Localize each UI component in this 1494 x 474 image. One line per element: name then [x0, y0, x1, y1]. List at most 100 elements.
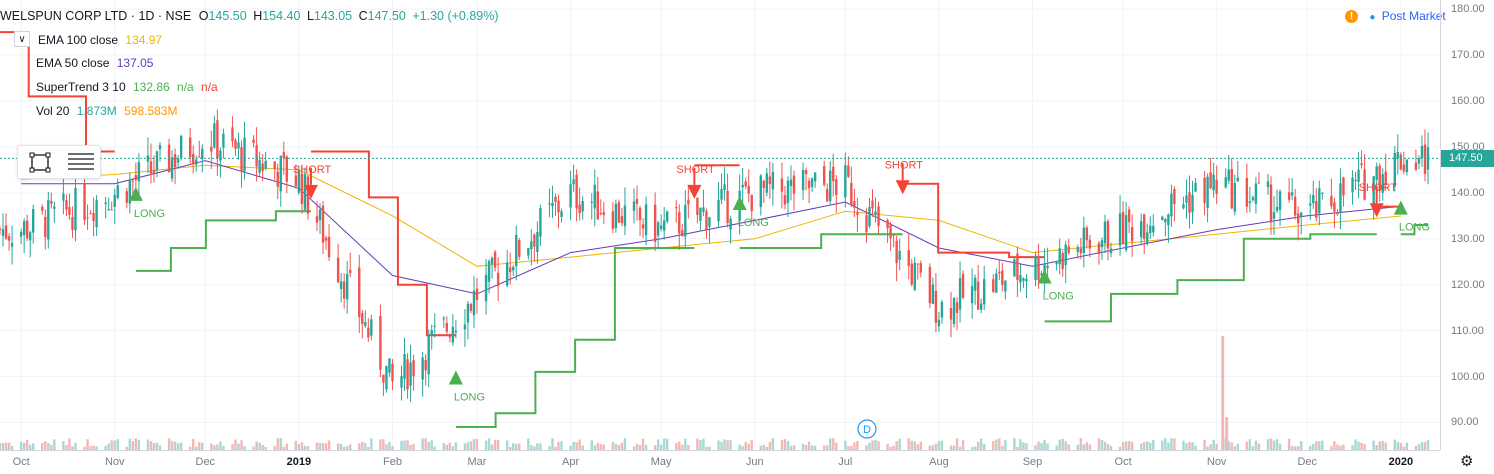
volume-bar	[71, 446, 74, 450]
candle-body	[448, 336, 452, 338]
volume-bar	[155, 442, 159, 450]
volume-bar	[940, 440, 944, 450]
volume-bar	[28, 444, 32, 450]
candle-body	[1061, 252, 1064, 269]
candle-body	[717, 200, 720, 222]
volume-bar	[1393, 439, 1396, 450]
indicator-supertrend[interactable]: SuperTrend 3 10 132.86 n/a n/a	[36, 80, 218, 94]
long-arrow-icon	[1393, 200, 1408, 215]
volume-bar	[765, 446, 769, 450]
time-tick: Jun	[745, 456, 764, 468]
volume-bar	[1296, 446, 1300, 450]
candle-body	[1209, 172, 1212, 189]
candle-body	[195, 159, 198, 165]
candle-body	[297, 170, 301, 193]
chart-pane[interactable]: LONG SHORT LONG SHORT LONG SHORT LONG SHORT LONG…	[0, 0, 1446, 450]
volume-bar	[1236, 443, 1240, 450]
candle-body	[198, 156, 201, 158]
event-marker[interactable]: D	[857, 419, 877, 439]
fib-tool-button[interactable]	[62, 146, 100, 178]
volume-bar	[92, 445, 95, 450]
volume-bar	[1124, 441, 1128, 450]
indicator-ema100[interactable]: EMA 100 close 134.97	[38, 33, 163, 47]
candle-body	[303, 174, 307, 210]
candle-body	[1206, 176, 1209, 208]
volume-bar	[1188, 442, 1191, 450]
candle-body	[306, 176, 310, 214]
volume-bar	[1173, 438, 1176, 450]
market-status[interactable]: ! ● Post Market	[1345, 9, 1446, 24]
volume-bar	[406, 440, 409, 450]
rectangle-tool-button[interactable]	[20, 146, 58, 178]
candle-body	[1037, 255, 1040, 280]
volume-bar	[469, 441, 473, 450]
candle-body	[536, 232, 539, 252]
volume-bar	[1426, 440, 1430, 450]
volume-bar	[421, 438, 424, 450]
price-chart[interactable]: LONGSHORTLONGSHORTLONGSHORTLONGSHORTLONG…	[0, 0, 1440, 450]
open-value: 145.50	[208, 9, 247, 23]
candle-body	[1357, 169, 1360, 182]
candle-body	[1067, 246, 1070, 253]
candle-body	[865, 215, 868, 233]
volume-bar	[1287, 438, 1291, 450]
volume-bar	[1139, 443, 1143, 450]
candle-body	[635, 198, 639, 204]
volume-bar	[195, 446, 198, 450]
volume-bar	[167, 438, 171, 450]
volume-bar	[1076, 444, 1079, 450]
candle-body	[1143, 214, 1146, 240]
volume-bar	[276, 438, 279, 450]
warning-icon[interactable]: !	[1345, 10, 1358, 24]
volume-bar	[345, 446, 349, 450]
candle-body	[644, 204, 648, 236]
candle-body	[1417, 158, 1421, 164]
volume-bar	[644, 444, 648, 450]
volume-bar	[25, 440, 29, 450]
volume-bar	[448, 442, 452, 450]
collapse-indicators-button[interactable]: ∨	[14, 31, 30, 47]
candle-body	[285, 156, 289, 182]
candle-body	[282, 152, 285, 159]
symbol-title[interactable]: WELSPUN CORP LTD · 1D · NSE	[0, 9, 192, 23]
volume-bar	[853, 442, 856, 450]
time-axis[interactable]: Oct Nov Dec 2019 Feb Mar Apr May Jun Jul Aug Sep Oct…	[0, 450, 1440, 474]
candle-body	[41, 206, 44, 211]
candle-body	[370, 319, 373, 336]
candle-body	[892, 234, 895, 236]
volume-bar	[339, 444, 343, 450]
volume-bar	[113, 440, 116, 450]
candle-body	[1381, 174, 1384, 193]
candle-body	[1064, 244, 1067, 266]
volume-bar	[949, 445, 953, 450]
candle-body	[871, 200, 874, 209]
candle-body	[421, 357, 424, 380]
candle-body	[170, 157, 174, 179]
volume-bar	[318, 442, 322, 450]
volume-bar	[454, 442, 458, 450]
volume-bar	[617, 445, 621, 450]
volume-bar	[342, 446, 346, 450]
volume-bar	[747, 443, 750, 450]
supertrend-down-segment	[902, 182, 1045, 259]
volume-bar	[409, 444, 412, 450]
volume-bar	[886, 443, 889, 450]
indicator-volume[interactable]: Vol 20 1.873M 598.583M	[36, 104, 178, 118]
volume-bar	[569, 445, 572, 450]
volume-bar	[252, 446, 255, 450]
candle-body	[702, 207, 705, 212]
indicator-ema50[interactable]: EMA 50 close 137.05	[36, 56, 154, 70]
volume-bar	[1061, 438, 1064, 450]
volume-bar	[835, 442, 838, 450]
gear-icon[interactable]: ⚙	[1460, 453, 1474, 470]
ema100-path	[21, 164, 1401, 267]
volume-bar	[708, 446, 711, 450]
price-axis[interactable]: 180.00 170.00 160.00 150.00 140.00 130.00 120.…	[1440, 0, 1494, 450]
volume-bar	[970, 446, 974, 450]
volume-bar	[361, 441, 364, 450]
volume-bar	[1384, 442, 1387, 450]
volume-bar	[1206, 446, 1209, 450]
candle-body	[1330, 195, 1333, 207]
volume-bar	[358, 443, 361, 450]
candle-body	[1025, 278, 1028, 282]
